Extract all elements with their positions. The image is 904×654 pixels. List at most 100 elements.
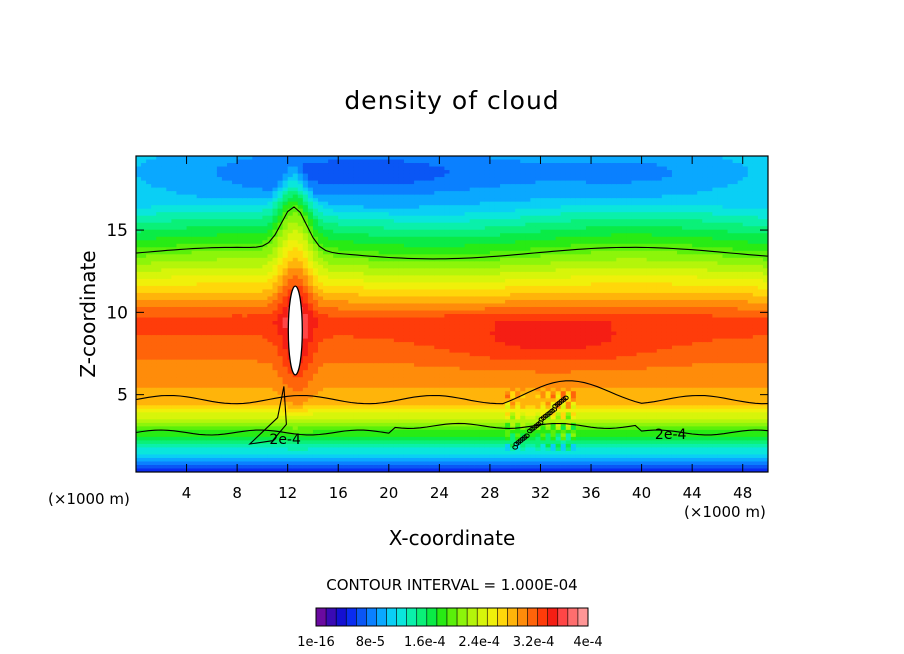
field-cell — [353, 236, 360, 241]
field-cell — [191, 464, 198, 470]
field-cell — [206, 264, 213, 269]
field-cell — [307, 338, 314, 343]
field-cell — [287, 419, 294, 424]
field-cell — [262, 370, 269, 375]
field-cell — [338, 247, 344, 252]
field-cell — [181, 380, 188, 385]
field-cell — [403, 450, 410, 456]
field-cell — [176, 264, 183, 269]
field-cell — [353, 384, 360, 389]
field-cell — [312, 198, 319, 203]
field-cell — [307, 398, 314, 403]
field-cell — [166, 398, 172, 403]
field-cell — [287, 384, 294, 389]
field-cell — [343, 401, 349, 406]
field-cell — [242, 436, 248, 441]
field-cell — [206, 422, 213, 427]
field-cell — [358, 317, 365, 322]
field-cell — [323, 398, 329, 403]
field-cell — [196, 233, 203, 238]
field-cell — [141, 429, 147, 434]
field-cell — [287, 285, 294, 291]
field-cell — [302, 250, 309, 255]
field-cell — [277, 191, 284, 196]
field-cell — [262, 338, 269, 343]
field-cell — [242, 240, 248, 245]
field-cell — [292, 226, 299, 231]
field-cell — [292, 436, 299, 441]
field-cell — [403, 328, 410, 333]
field-cell — [136, 194, 142, 199]
field-cell — [323, 236, 329, 241]
field-cell — [232, 233, 238, 238]
field-cell — [242, 324, 248, 329]
field-cell — [348, 419, 355, 424]
field-cell — [171, 208, 178, 213]
field-cell — [206, 191, 213, 196]
field-cell — [388, 412, 395, 417]
field-cell — [343, 229, 349, 234]
field-cell — [297, 408, 304, 413]
field-cell — [216, 408, 223, 413]
field-cell — [368, 366, 375, 371]
field-cell — [216, 212, 223, 217]
field-cell — [358, 243, 365, 248]
field-cell — [312, 380, 319, 385]
field-cell — [287, 429, 294, 434]
field-cell — [302, 398, 309, 403]
field-cell — [151, 303, 157, 308]
field-cell — [353, 394, 360, 399]
field-cell — [252, 408, 258, 413]
field-cell — [307, 205, 314, 210]
field-cell — [262, 415, 269, 420]
field-cell — [318, 461, 324, 466]
field-cell — [292, 233, 299, 238]
field-cell — [287, 454, 294, 459]
field-cell — [196, 373, 203, 378]
field-cell — [257, 229, 263, 234]
field-cell — [338, 289, 344, 294]
field-cell — [242, 236, 248, 241]
field-cell — [414, 229, 420, 234]
field-cell — [186, 429, 193, 434]
field-cell — [297, 222, 304, 227]
field-cell — [348, 282, 355, 287]
field-cell — [181, 264, 188, 269]
field-cell — [196, 215, 203, 220]
field-cell — [211, 198, 218, 203]
field-cell — [176, 426, 183, 431]
field-cell — [201, 306, 208, 312]
field-cell — [338, 271, 344, 276]
field-cell — [338, 159, 344, 164]
field-cell — [267, 180, 274, 185]
field-cell — [136, 370, 142, 375]
field-cell — [171, 229, 178, 234]
field-cell — [181, 422, 188, 427]
field-cell — [282, 254, 289, 259]
field-cell — [151, 187, 157, 192]
field-cell — [409, 317, 415, 322]
field-cell — [297, 289, 304, 294]
field-cell — [297, 373, 304, 378]
field-cell — [358, 254, 365, 259]
field-cell — [232, 229, 238, 234]
field-cell — [393, 205, 400, 210]
field-cell — [373, 324, 380, 329]
field-cell — [221, 408, 228, 413]
field-cell — [368, 321, 375, 326]
field-cell — [312, 429, 319, 434]
field-cell — [191, 419, 198, 424]
field-cell — [343, 278, 349, 283]
field-cell — [388, 247, 395, 252]
field-cell — [409, 335, 415, 340]
field-cell — [237, 335, 243, 340]
field-cell — [302, 380, 309, 385]
field-cell — [287, 166, 294, 171]
field-cell — [151, 285, 157, 291]
field-cell — [343, 328, 349, 333]
field-cell — [206, 363, 213, 368]
field-cell — [378, 454, 385, 459]
field-cell — [307, 261, 314, 266]
field-cell — [328, 278, 334, 283]
field-cell — [211, 433, 218, 438]
